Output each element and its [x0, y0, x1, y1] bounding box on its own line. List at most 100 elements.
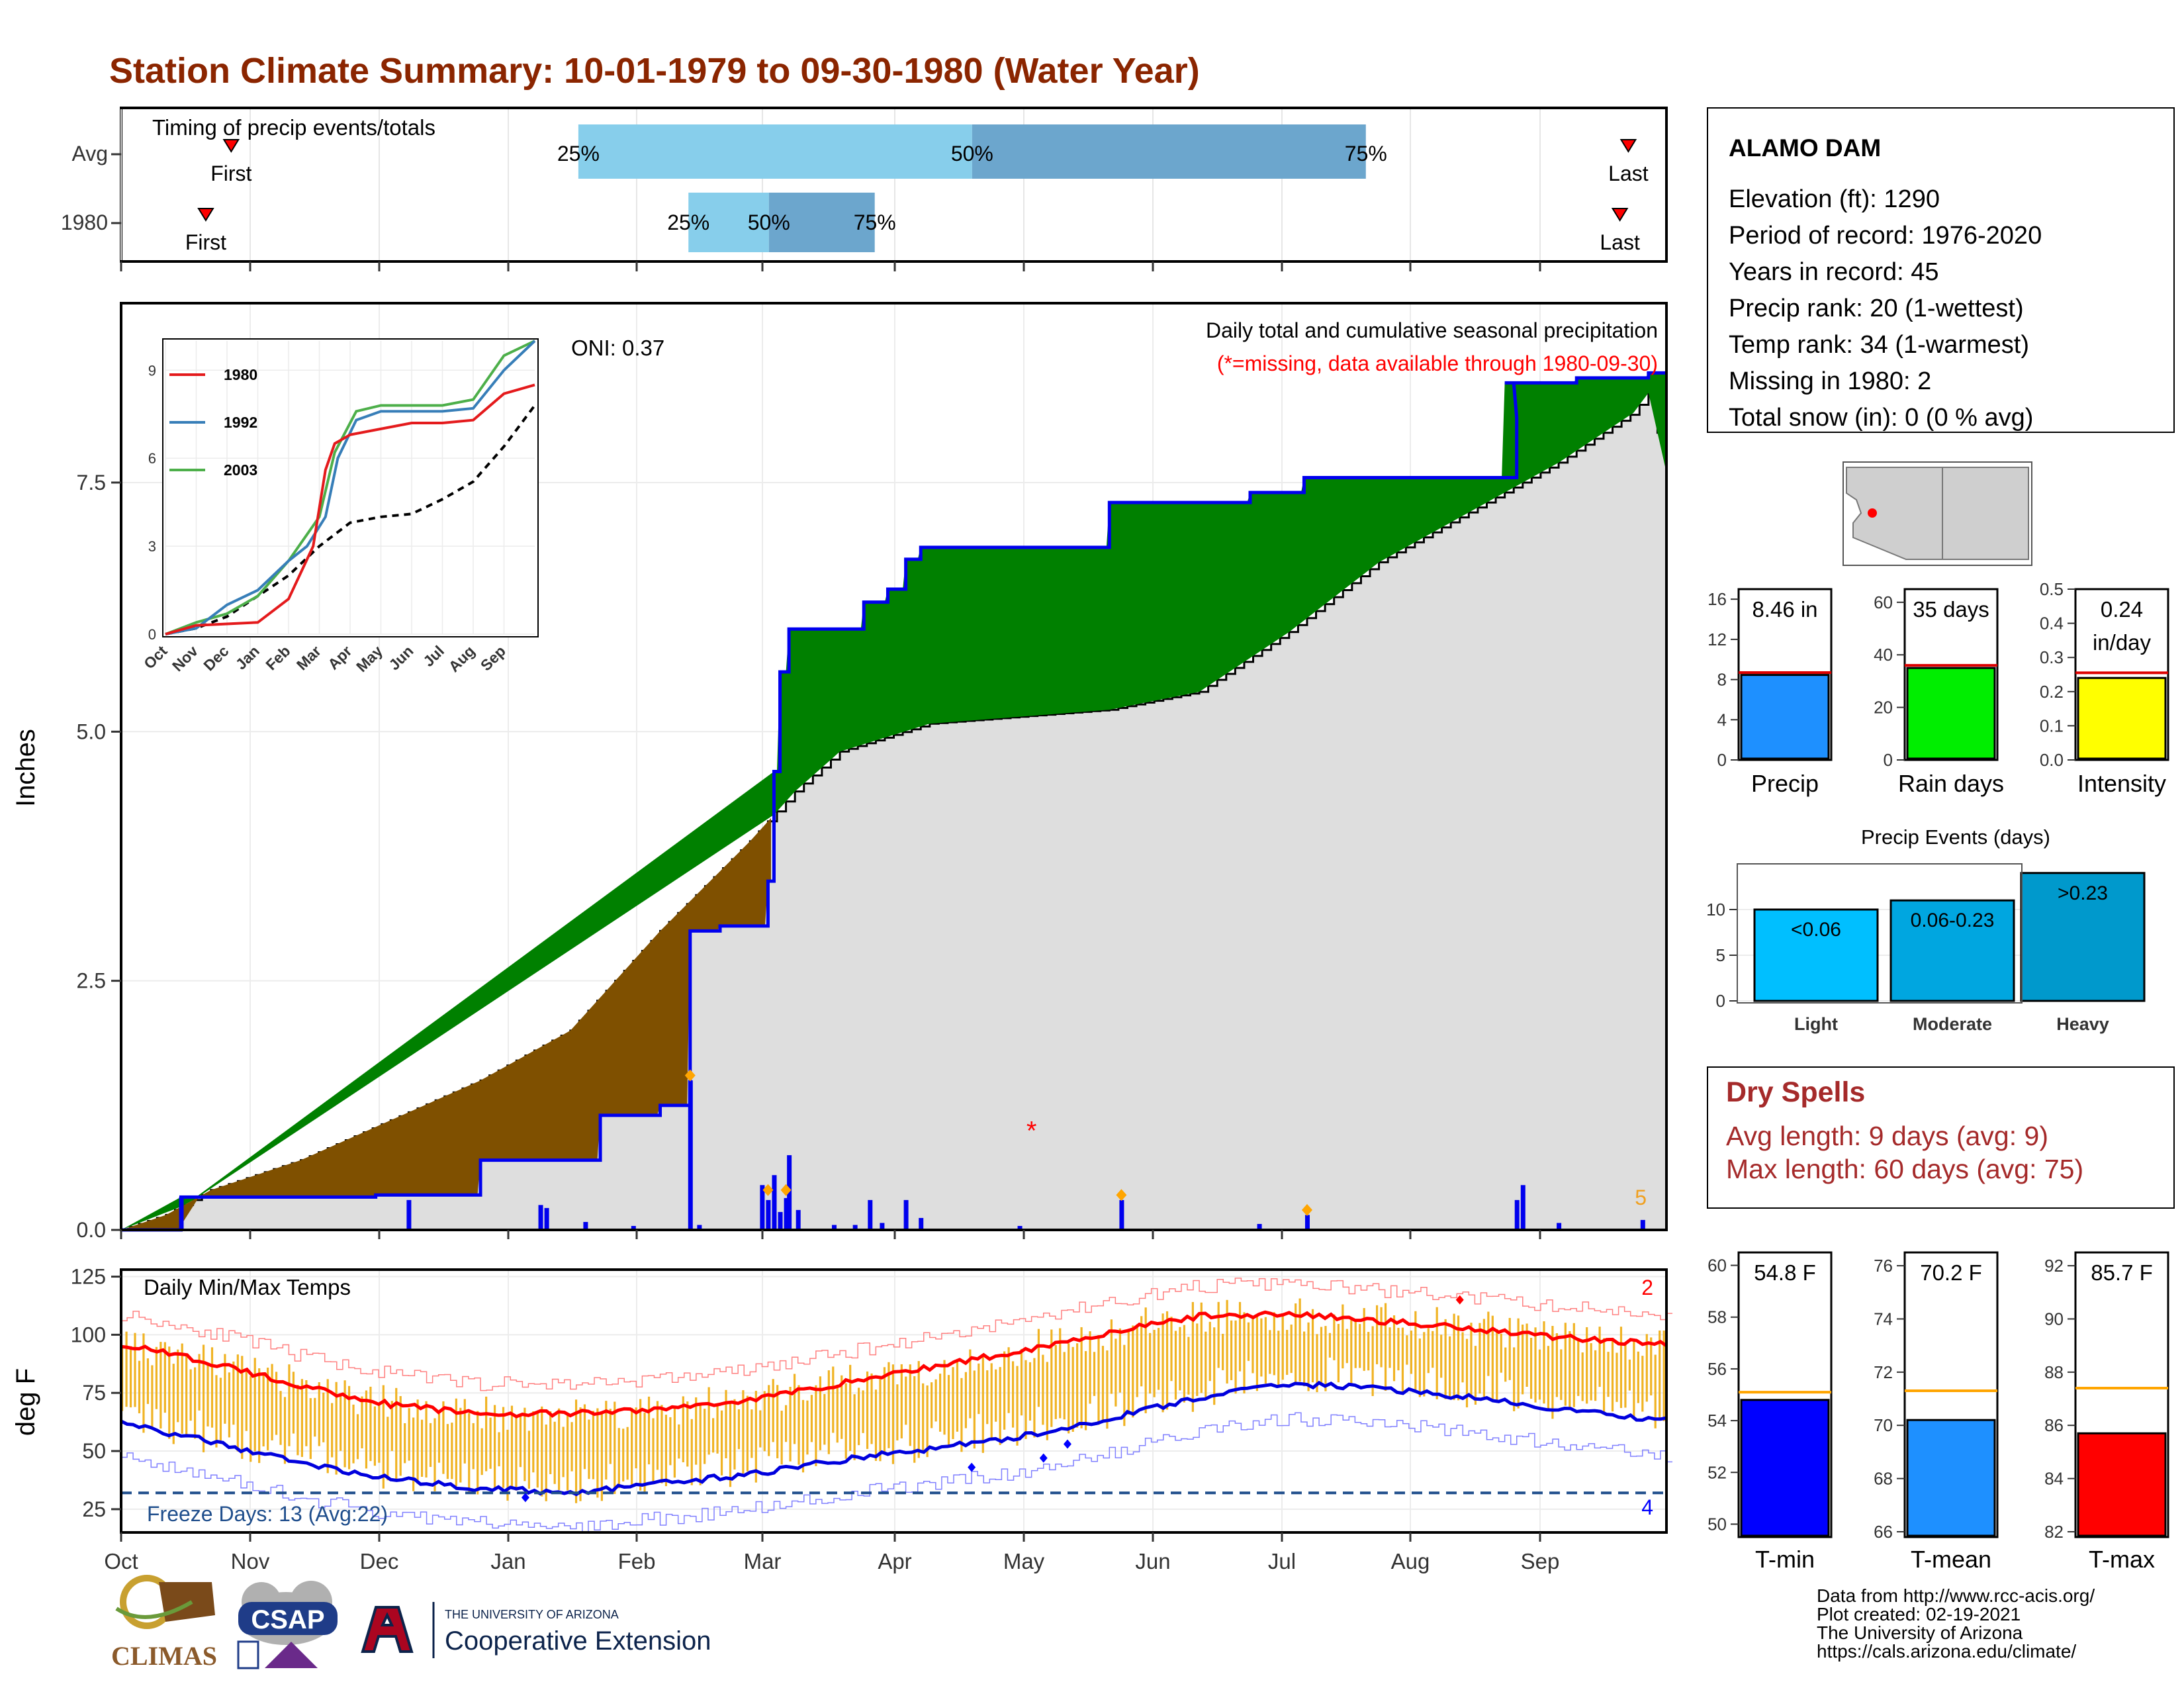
daily-temp-bar	[267, 1368, 269, 1450]
daily-temp-bar	[1397, 1327, 1400, 1371]
daily-temp-bar	[596, 1408, 599, 1498]
daily-temp-bar	[716, 1404, 719, 1454]
month-label: Sep	[1521, 1549, 1560, 1573]
daily-temp-bar	[1564, 1323, 1567, 1406]
daily-temp-bar	[1101, 1346, 1105, 1422]
timing-pct-label: 25%	[667, 211, 709, 234]
csap-logo: CSAP	[237, 1581, 338, 1669]
gauge-tick-label: 60	[1707, 1256, 1727, 1276]
daily-temp-bar	[373, 1406, 376, 1466]
daily-temp-bar	[1054, 1345, 1057, 1419]
daily-temp-bar	[215, 1375, 218, 1448]
daily-temp-bar	[1042, 1354, 1044, 1425]
events-tick-label: 10	[1706, 900, 1725, 919]
daily-temp-bar	[318, 1382, 320, 1446]
daily-temp-bar	[1123, 1344, 1126, 1427]
station-line-6: Missing in 1980: 2	[1729, 367, 1931, 395]
daily-precip-bar	[1017, 1225, 1023, 1230]
timing-last-label: Last	[1608, 162, 1649, 185]
daily-temp-bar	[1659, 1330, 1661, 1421]
daily-temp-bar	[250, 1376, 252, 1462]
daily-temp-bar	[1444, 1319, 1447, 1399]
daily-temp-bar	[883, 1367, 886, 1454]
daily-temp-bar	[1522, 1324, 1524, 1395]
daily-temp-bar	[172, 1364, 175, 1444]
daily-temp-bar	[1264, 1317, 1267, 1384]
daily-temp-bar	[1577, 1338, 1580, 1396]
gauge-fill	[1906, 667, 1996, 760]
daily-temp-bar	[343, 1380, 346, 1468]
station-line-3: Years in record: 45	[1729, 258, 1939, 286]
daily-temp-bar	[1328, 1333, 1332, 1358]
station-line-5: Temp rank: 34 (1-warmest)	[1729, 331, 2029, 359]
daily-temp-bar	[202, 1344, 205, 1452]
daily-temp-bar	[1303, 1331, 1306, 1387]
inset-legend-label: 2003	[224, 461, 257, 479]
daily-temp-bar	[1217, 1301, 1220, 1368]
daily-temp-bar	[1222, 1333, 1224, 1370]
daily-temp-bar	[1089, 1331, 1091, 1404]
daily-temp-bar	[420, 1419, 424, 1477]
daily-temp-bar	[1273, 1312, 1275, 1376]
precip-events-chart: Precip Events (days) 0 5 10 <0.06 Light 0.06-…	[1706, 825, 2146, 1034]
gauge-t-mean: 66 68 70 72 74 76 70.2 F T-mean	[1874, 1251, 1999, 1573]
daily-temp-bar	[926, 1385, 929, 1458]
daily-temp-bar	[1161, 1313, 1164, 1413]
daily-temp-bar	[296, 1385, 299, 1456]
daily-precip-bar	[772, 1175, 777, 1230]
dry-spells-max: Max length: 60 days (avg: 75)	[1726, 1154, 2083, 1184]
daily-precip-bar	[1520, 1185, 1525, 1230]
daily-temp-bar	[609, 1409, 612, 1464]
daily-temp-bar	[592, 1411, 595, 1479]
daily-temp-bar	[1662, 1330, 1665, 1421]
daily-temp-bar	[198, 1354, 201, 1411]
daily-temp-bar	[768, 1385, 770, 1456]
month-label: Oct	[104, 1549, 138, 1573]
daily-temp-bar	[1487, 1311, 1490, 1376]
daily-precip-bar	[1640, 1219, 1645, 1230]
month-label: Jan	[490, 1549, 525, 1573]
daily-temp-bar	[978, 1363, 980, 1415]
gauge-tick-label: 8	[1717, 670, 1727, 690]
timing-bar-q2	[972, 124, 1366, 179]
daily-temp-bar	[810, 1395, 813, 1442]
timing-pct-label: 50%	[951, 142, 993, 165]
university-text-top: THE UNIVERSITY OF ARIZONA	[445, 1608, 619, 1621]
daily-temp-bar	[1140, 1316, 1143, 1387]
inset-ytick-label: 6	[148, 450, 156, 467]
gauge-tick-label: 0	[1884, 750, 1893, 770]
daily-precip-bar	[919, 1217, 924, 1230]
daily-temp-bar	[1406, 1335, 1408, 1365]
daily-temp-bar	[622, 1429, 625, 1481]
daily-temp-bar	[1059, 1328, 1062, 1419]
daily-temp-bar	[1641, 1356, 1644, 1412]
gauge-tick-label: 92	[2044, 1256, 2064, 1276]
daily-temp-bar	[827, 1370, 830, 1454]
daily-temp-bar	[1590, 1343, 1592, 1401]
daily-temp-bar	[858, 1387, 860, 1446]
gauge-tick-label: 0	[1717, 750, 1727, 770]
daily-temp-bar	[1007, 1347, 1010, 1413]
gauge-fill	[1740, 674, 1830, 760]
daily-temp-bar	[1324, 1326, 1327, 1391]
daily-temp-bar	[1003, 1351, 1006, 1430]
daily-temp-bar	[1208, 1321, 1211, 1382]
daily-temp-bar	[1011, 1361, 1015, 1428]
inset-legend-label: 1992	[224, 414, 257, 431]
daily-precip-bar	[880, 1223, 885, 1230]
daily-temp-bar	[737, 1409, 741, 1450]
timing-row-1980: 1980	[61, 211, 108, 234]
daily-temp-bar	[1028, 1362, 1032, 1421]
daily-temp-bar	[905, 1376, 907, 1425]
daily-temp-bar	[305, 1380, 308, 1446]
daily-temp-bar	[754, 1391, 757, 1483]
daily-temp-bar	[395, 1387, 398, 1479]
daily-temp-bar	[506, 1429, 509, 1501]
temp-ylabel: deg F	[11, 1368, 40, 1436]
daily-temp-bar	[1482, 1319, 1485, 1397]
daily-temp-bar	[262, 1372, 265, 1447]
timing-bar-q2	[768, 193, 875, 252]
daily-temp-bar	[1260, 1318, 1263, 1377]
daily-temp-bar	[733, 1399, 736, 1470]
